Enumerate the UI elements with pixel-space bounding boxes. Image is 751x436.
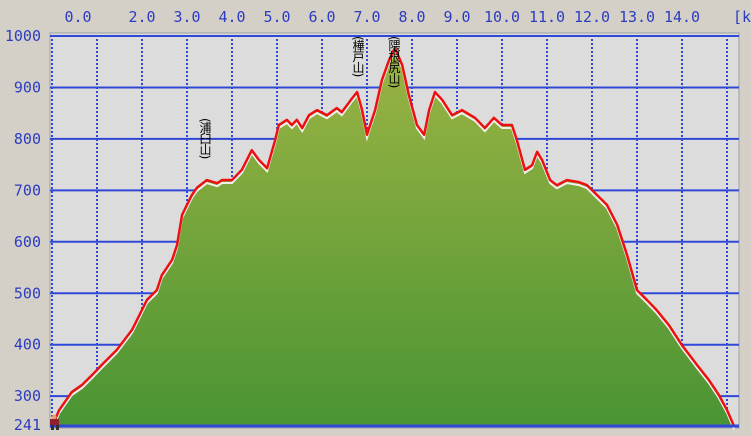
y-tick-label: 800 [14,130,41,148]
x-tick-label: 3.0 [173,8,200,26]
x-tick-label: 6.0 [308,8,335,26]
y-tick-label: 600 [14,233,41,251]
y-tick-label: 500 [14,284,41,302]
y-tick-label: 241 [14,416,41,434]
elevation-area [52,47,735,427]
hiker-leg [51,425,54,430]
y-tick-label: 1000 [5,27,41,45]
elevation-line [50,46,736,428]
x-tick-label: 12.0 [574,8,610,26]
y-tick-label: 700 [14,181,41,199]
hiker-leg [56,425,59,430]
peak-label: (樺戸山) [351,36,365,77]
x-tick-label: 2.0 [128,8,155,26]
x-tick-label: 4.0 [218,8,245,26]
x-tick-label: 0.0 [64,8,91,26]
hiker-head [51,414,57,420]
hiker-icon [50,414,59,430]
x-tick-label: 11.0 [529,8,565,26]
x-axis-unit: [km] [733,8,751,26]
x-tick-label: 5.0 [263,8,290,26]
x-tick-label: 14.0 [664,8,700,26]
x-tick-label: 9.0 [443,8,470,26]
y-tick-label: 900 [14,78,41,96]
hiker-body [50,419,59,425]
y-tick-label: 300 [14,387,41,405]
x-tick-label: 10.0 [484,8,520,26]
x-tick-label: 13.0 [619,8,655,26]
peak-label: (浦臼山) [198,118,212,159]
peak-label: (隈根尻山) [387,36,401,88]
x-tick-label: 7.0 [353,8,380,26]
y-tick-label: 400 [14,336,41,354]
x-tick-label: 8.0 [398,8,425,26]
